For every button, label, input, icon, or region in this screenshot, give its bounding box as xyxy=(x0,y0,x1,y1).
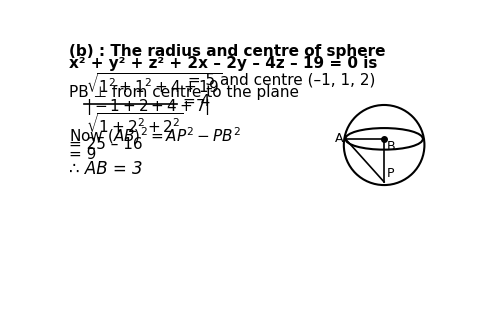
Text: $| - 1 + 2 + 4 + 7|$: $| - 1 + 2 + 4 + 7|$ xyxy=(86,97,210,117)
Text: = 25 – 16: = 25 – 16 xyxy=(68,137,142,151)
Text: ∴ AB = 3: ∴ AB = 3 xyxy=(68,161,142,178)
Text: A: A xyxy=(334,131,343,145)
Text: $\sqrt{1^2 + 1^2 + 4 + 19}$: $\sqrt{1^2 + 1^2 + 4 + 19}$ xyxy=(86,73,222,97)
Text: (b) : The radius and centre of sphere: (b) : The radius and centre of sphere xyxy=(68,44,385,59)
Text: P: P xyxy=(387,167,394,181)
Text: = 4: = 4 xyxy=(182,94,210,109)
Text: B: B xyxy=(386,141,395,153)
Text: = 5 and centre (–1, 1, 2): = 5 and centre (–1, 1, 2) xyxy=(182,73,375,88)
Text: PB ⊥ from centre to the plane: PB ⊥ from centre to the plane xyxy=(68,85,298,100)
Text: Now $(AB)^2 = AP^2 - PB^2$: Now $(AB)^2 = AP^2 - PB^2$ xyxy=(68,126,241,146)
Text: $\sqrt{1 + 2^2 + 2^2}$: $\sqrt{1 + 2^2 + 2^2}$ xyxy=(86,112,184,136)
Text: x² + y² + z² + 2x – 2y – 4z – 19 = 0 is: x² + y² + z² + 2x – 2y – 4z – 19 = 0 is xyxy=(68,57,377,71)
Text: = 9: = 9 xyxy=(68,147,96,162)
